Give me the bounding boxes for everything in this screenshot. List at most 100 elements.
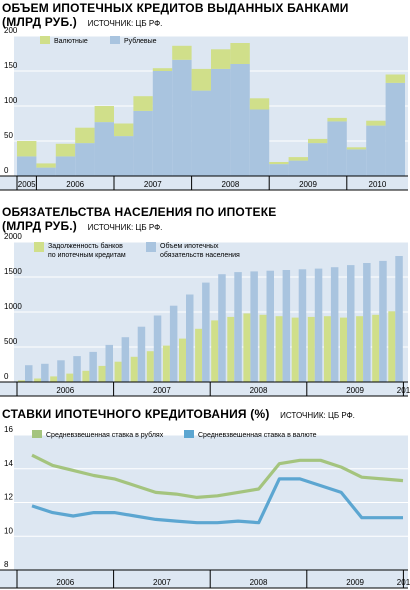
- currency-bar: [172, 45, 192, 60]
- legend-label-debt-line2: по ипотечным кредитам: [48, 252, 126, 259]
- y-tick-label: 500: [4, 337, 18, 346]
- ruble-bar: [55, 156, 76, 176]
- legend-swatch-currency: [40, 36, 50, 44]
- liabilities-bar: [137, 326, 146, 382]
- chart1-subtitle-row: (МЛРД РУБ.) ИСТОЧНИК: ЦБ РФ.: [2, 16, 162, 30]
- debt-bar: [259, 314, 267, 382]
- legend-swatch-currency: [184, 430, 194, 438]
- chart2-title: ОБЯЗАТЕЛЬСТВА НАСЕЛЕНИЯ ПО ИПОТЕКЕ: [2, 206, 276, 219]
- debt-bar: [291, 317, 299, 382]
- mortgage-rates-chart: 8 10 12 14 16 Средневзвешенная ставка в рубля…: [0, 425, 410, 589]
- debt-bar: [146, 351, 154, 382]
- ruble-bar: [114, 136, 134, 176]
- debt-bar: [179, 338, 186, 382]
- x-axis-band: [0, 176, 408, 190]
- x-year-label: 2008: [250, 386, 268, 395]
- currency-bar: [55, 143, 76, 157]
- x-year-label: 2010: [397, 386, 410, 395]
- panel-mortgage-volume: ОБЪЕМ ИПОТЕЧНЫХ КРЕДИТОВ ВЫДАННЫХ БАНКАМ…: [0, 0, 410, 200]
- ruble-bar: [346, 149, 367, 176]
- currency-bar: [327, 117, 347, 122]
- x-year-label: 2009: [346, 578, 364, 587]
- debt-bar: [243, 313, 251, 382]
- currency-bar: [133, 96, 153, 111]
- currency-bar: [36, 163, 56, 168]
- ruble-bar: [385, 82, 405, 176]
- x-year-label: 2007: [153, 386, 171, 395]
- debt-bar: [227, 316, 235, 382]
- debt-bar: [98, 365, 106, 382]
- currency-bar: [211, 49, 231, 69]
- panel-household-liabilities: ОБЯЗАТЕЛЬСТВА НАСЕЛЕНИЯ ПО ИПОТЕКЕ (МЛРД…: [0, 204, 410, 402]
- liabilities-bar: [186, 294, 194, 382]
- x-year-label: 2006: [66, 180, 84, 189]
- currency-bar: [230, 43, 250, 64]
- liabilities-bar: [330, 267, 339, 382]
- line-rubles: [31, 453, 404, 500]
- liabilities-bar: [169, 305, 178, 382]
- ruble-bar: [17, 156, 37, 176]
- chart1-title: ОБЪЕМ ИПОТЕЧНЫХ КРЕДИТОВ ВЫДАННЫХ БАНКАМ…: [2, 2, 349, 15]
- legend-label-liabilities-line1: Объем ипотечных: [160, 242, 219, 250]
- x-year-label: 2009: [346, 386, 364, 395]
- currency-bar: [385, 74, 405, 83]
- line-currency: [31, 477, 403, 525]
- ruble-bar: [75, 143, 95, 176]
- currency-bar: [94, 106, 114, 123]
- ruble-bar: [249, 109, 270, 176]
- liabilities-bar: [121, 337, 130, 382]
- y-tick-label: 12: [4, 493, 13, 502]
- panel-mortgage-rates: СТАВКИ ИПОТЕЧНОГО КРЕДИТОВАНИЯ (%) ИСТОЧ…: [0, 406, 410, 590]
- chart1-title-text: ОБЪЕМ ИПОТЕЧНЫХ КРЕДИТОВ ВЫДАННЫХ БАНКАМ…: [2, 1, 349, 15]
- liabilities-bar: [314, 268, 323, 382]
- debt-bar: [195, 328, 203, 382]
- chart2-title-text: ОБЯЗАТЕЛЬСТВА НАСЕЛЕНИЯ ПО ИПОТЕКЕ: [2, 205, 277, 219]
- x-year-label: 2010: [397, 578, 410, 587]
- currency-bar: [288, 157, 308, 161]
- currency-bar: [114, 123, 134, 137]
- currency-bar: [366, 120, 386, 126]
- currency-bar: [269, 162, 289, 165]
- legend-label-currency: Валютные: [54, 38, 88, 45]
- chart2-subtitle: (МЛРД РУБ.): [2, 219, 78, 233]
- liabilities-bar: [347, 265, 355, 382]
- household-liabilities-chart: 0 500 1000 1500 2000 Задолженность банков по и…: [0, 232, 410, 397]
- legend-label-rubles: Средневзвешенная ставка в рублях: [46, 431, 164, 439]
- liabilities-bar: [89, 351, 97, 382]
- liabilities-bar: [266, 270, 274, 382]
- liabilities-bar: [395, 256, 403, 382]
- ruble-bar: [36, 167, 56, 176]
- legend-swatch-ruble: [110, 36, 120, 44]
- legend-label-debt-line1: Задолженность банков: [48, 242, 123, 250]
- liabilities-bar: [105, 344, 113, 382]
- chart2-subtitle-row: (МЛРД РУБ.) ИСТОЧНИК: ЦБ РФ.: [2, 220, 162, 234]
- liabilities-bar: [25, 365, 33, 382]
- chart3-title: СТАВКИ ИПОТЕЧНОГО КРЕДИТОВАНИЯ (%) ИСТОЧ…: [2, 408, 355, 422]
- y-tick-label: 0: [4, 372, 9, 381]
- debt-bar: [18, 380, 25, 382]
- debt-bar: [34, 378, 42, 382]
- y-tick-label: 8: [4, 560, 9, 569]
- liabilities-bar: [379, 260, 387, 382]
- ruble-bar: [172, 59, 192, 176]
- ruble-bar: [230, 64, 250, 176]
- x-axis-band: [0, 382, 408, 396]
- ruble-bar: [211, 68, 231, 176]
- liabilities-bar: [73, 356, 81, 382]
- liabilities-bar: [298, 269, 307, 382]
- legend-label-liabilities-line2: обязательств населения: [160, 251, 240, 259]
- legend-swatch-debt: [34, 242, 44, 252]
- y-tick-label: 0: [4, 166, 9, 175]
- debt-bar: [82, 370, 90, 382]
- liabilities-bar: [57, 360, 65, 382]
- y-tick-label: 100: [4, 96, 18, 105]
- liabilities-bar: [234, 272, 242, 382]
- currency-bar: [75, 127, 95, 144]
- y-tick-label: 2000: [4, 232, 22, 241]
- legend-swatch-liabilities: [146, 242, 156, 252]
- y-tick-label: 50: [4, 131, 13, 140]
- x-year-label: 2010: [369, 180, 387, 189]
- legend-label-ruble: Рублевые: [124, 37, 157, 45]
- debt-bar: [211, 320, 219, 382]
- debt-bar: [162, 345, 170, 382]
